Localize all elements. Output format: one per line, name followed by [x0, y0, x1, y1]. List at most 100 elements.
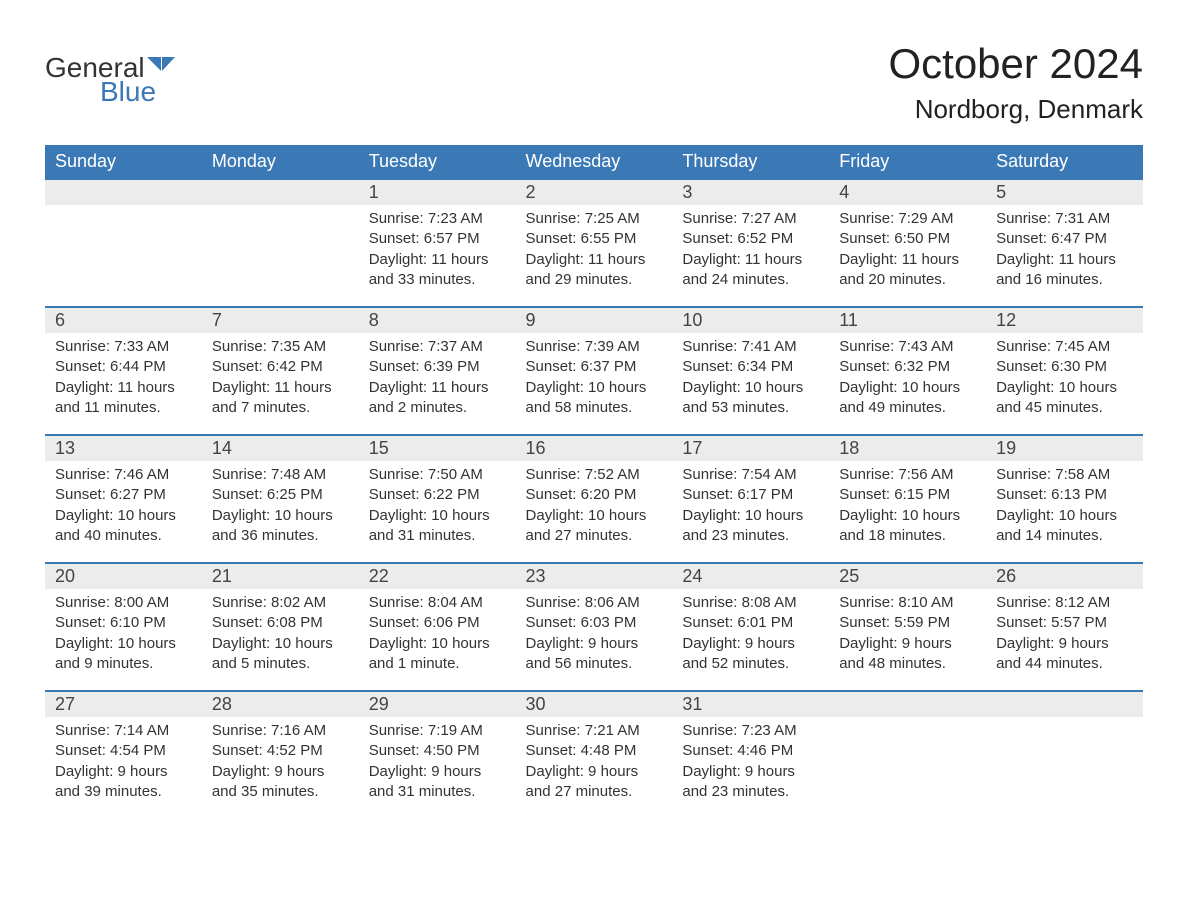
- calendar-cell: 27Sunrise: 7:14 AMSunset: 4:54 PMDayligh…: [45, 690, 202, 818]
- day-detail-line: Sunset: 6:03 PM: [526, 613, 663, 633]
- day-header: Friday: [829, 145, 986, 178]
- day-number: 26: [986, 564, 1143, 589]
- day-number: 23: [516, 564, 673, 589]
- day-detail-line: and 48 minutes.: [839, 654, 976, 674]
- day-detail-line: Sunset: 6:06 PM: [369, 613, 506, 633]
- calendar-week-row: 27Sunrise: 7:14 AMSunset: 4:54 PMDayligh…: [45, 690, 1143, 818]
- day-detail-line: Sunrise: 7:56 AM: [839, 465, 976, 485]
- day-detail-line: Sunset: 6:37 PM: [526, 357, 663, 377]
- day-detail-line: and 20 minutes.: [839, 270, 976, 290]
- day-number: 13: [45, 436, 202, 461]
- calendar-cell: 15Sunrise: 7:50 AMSunset: 6:22 PMDayligh…: [359, 434, 516, 562]
- day-detail-line: Daylight: 9 hours: [526, 762, 663, 782]
- day-detail-line: Sunset: 6:20 PM: [526, 485, 663, 505]
- day-detail-line: Sunset: 5:57 PM: [996, 613, 1133, 633]
- day-detail-line: and 39 minutes.: [55, 782, 192, 802]
- day-details: Sunrise: 7:33 AMSunset: 6:44 PMDaylight:…: [45, 333, 202, 428]
- day-detail-line: and 11 minutes.: [55, 398, 192, 418]
- calendar-cell: 23Sunrise: 8:06 AMSunset: 6:03 PMDayligh…: [516, 562, 673, 690]
- calendar-cell: [45, 178, 202, 306]
- day-detail-line: Sunrise: 7:19 AM: [369, 721, 506, 741]
- day-detail-line: and 16 minutes.: [996, 270, 1133, 290]
- day-detail-line: Sunrise: 8:00 AM: [55, 593, 192, 613]
- day-detail-line: and 27 minutes.: [526, 526, 663, 546]
- day-header: Thursday: [672, 145, 829, 178]
- day-detail-line: and 33 minutes.: [369, 270, 506, 290]
- day-details: Sunrise: 7:41 AMSunset: 6:34 PMDaylight:…: [672, 333, 829, 428]
- calendar-week-row: 20Sunrise: 8:00 AMSunset: 6:10 PMDayligh…: [45, 562, 1143, 690]
- day-detail-line: Daylight: 9 hours: [55, 762, 192, 782]
- day-details: Sunrise: 7:23 AMSunset: 4:46 PMDaylight:…: [672, 717, 829, 812]
- calendar-cell: 17Sunrise: 7:54 AMSunset: 6:17 PMDayligh…: [672, 434, 829, 562]
- day-details: Sunrise: 7:29 AMSunset: 6:50 PMDaylight:…: [829, 205, 986, 300]
- day-detail-line: Sunset: 6:47 PM: [996, 229, 1133, 249]
- day-detail-line: Sunrise: 7:31 AM: [996, 209, 1133, 229]
- day-number: [986, 692, 1143, 717]
- day-number: 31: [672, 692, 829, 717]
- day-number: 15: [359, 436, 516, 461]
- day-detail-line: Daylight: 10 hours: [212, 634, 349, 654]
- day-details: [202, 205, 359, 219]
- logo-text-blue: Blue: [100, 76, 175, 108]
- day-detail-line: and 31 minutes.: [369, 782, 506, 802]
- day-details: [45, 205, 202, 219]
- calendar-cell: 12Sunrise: 7:45 AMSunset: 6:30 PMDayligh…: [986, 306, 1143, 434]
- day-details: Sunrise: 7:56 AMSunset: 6:15 PMDaylight:…: [829, 461, 986, 556]
- day-detail-line: Daylight: 10 hours: [369, 506, 506, 526]
- day-detail-line: Daylight: 9 hours: [526, 634, 663, 654]
- day-number: 16: [516, 436, 673, 461]
- day-number: 17: [672, 436, 829, 461]
- day-header: Saturday: [986, 145, 1143, 178]
- day-number: 10: [672, 308, 829, 333]
- day-detail-line: Daylight: 9 hours: [996, 634, 1133, 654]
- day-header-row: Sunday Monday Tuesday Wednesday Thursday…: [45, 145, 1143, 178]
- day-detail-line: Daylight: 11 hours: [996, 250, 1133, 270]
- calendar-table: Sunday Monday Tuesday Wednesday Thursday…: [45, 145, 1143, 818]
- day-details: Sunrise: 7:31 AMSunset: 6:47 PMDaylight:…: [986, 205, 1143, 300]
- day-number: 3: [672, 180, 829, 205]
- day-detail-line: Sunset: 6:15 PM: [839, 485, 976, 505]
- day-detail-line: and 24 minutes.: [682, 270, 819, 290]
- calendar-cell: [986, 690, 1143, 818]
- day-detail-line: Daylight: 9 hours: [839, 634, 976, 654]
- day-number: 19: [986, 436, 1143, 461]
- day-detail-line: and 31 minutes.: [369, 526, 506, 546]
- calendar-cell: 30Sunrise: 7:21 AMSunset: 4:48 PMDayligh…: [516, 690, 673, 818]
- day-detail-line: Daylight: 9 hours: [682, 762, 819, 782]
- day-detail-line: and 35 minutes.: [212, 782, 349, 802]
- calendar-cell: 5Sunrise: 7:31 AMSunset: 6:47 PMDaylight…: [986, 178, 1143, 306]
- day-number: 1: [359, 180, 516, 205]
- day-number: 14: [202, 436, 359, 461]
- day-number: 11: [829, 308, 986, 333]
- day-detail-line: Sunrise: 7:54 AM: [682, 465, 819, 485]
- day-detail-line: Daylight: 10 hours: [682, 378, 819, 398]
- day-detail-line: Daylight: 10 hours: [526, 506, 663, 526]
- calendar-cell: 16Sunrise: 7:52 AMSunset: 6:20 PMDayligh…: [516, 434, 673, 562]
- day-detail-line: Sunrise: 8:04 AM: [369, 593, 506, 613]
- day-detail-line: Sunrise: 7:58 AM: [996, 465, 1133, 485]
- day-detail-line: Sunset: 4:54 PM: [55, 741, 192, 761]
- day-detail-line: and 27 minutes.: [526, 782, 663, 802]
- calendar-cell: 8Sunrise: 7:37 AMSunset: 6:39 PMDaylight…: [359, 306, 516, 434]
- day-detail-line: and 23 minutes.: [682, 526, 819, 546]
- day-details: Sunrise: 7:37 AMSunset: 6:39 PMDaylight:…: [359, 333, 516, 428]
- calendar-cell: 25Sunrise: 8:10 AMSunset: 5:59 PMDayligh…: [829, 562, 986, 690]
- day-detail-line: Sunset: 6:44 PM: [55, 357, 192, 377]
- day-detail-line: Daylight: 10 hours: [526, 378, 663, 398]
- day-detail-line: and 45 minutes.: [996, 398, 1133, 418]
- day-details: Sunrise: 7:25 AMSunset: 6:55 PMDaylight:…: [516, 205, 673, 300]
- day-details: Sunrise: 7:52 AMSunset: 6:20 PMDaylight:…: [516, 461, 673, 556]
- day-detail-line: Sunrise: 7:45 AM: [996, 337, 1133, 357]
- day-detail-line: Sunrise: 7:46 AM: [55, 465, 192, 485]
- day-detail-line: Sunrise: 7:23 AM: [369, 209, 506, 229]
- calendar-cell: 31Sunrise: 7:23 AMSunset: 4:46 PMDayligh…: [672, 690, 829, 818]
- day-details: Sunrise: 7:43 AMSunset: 6:32 PMDaylight:…: [829, 333, 986, 428]
- day-details: Sunrise: 8:12 AMSunset: 5:57 PMDaylight:…: [986, 589, 1143, 684]
- day-number: 2: [516, 180, 673, 205]
- day-detail-line: Daylight: 10 hours: [839, 506, 976, 526]
- day-detail-line: Daylight: 10 hours: [682, 506, 819, 526]
- day-detail-line: Sunset: 6:25 PM: [212, 485, 349, 505]
- day-detail-line: and 18 minutes.: [839, 526, 976, 546]
- day-detail-line: Daylight: 10 hours: [839, 378, 976, 398]
- day-detail-line: and 2 minutes.: [369, 398, 506, 418]
